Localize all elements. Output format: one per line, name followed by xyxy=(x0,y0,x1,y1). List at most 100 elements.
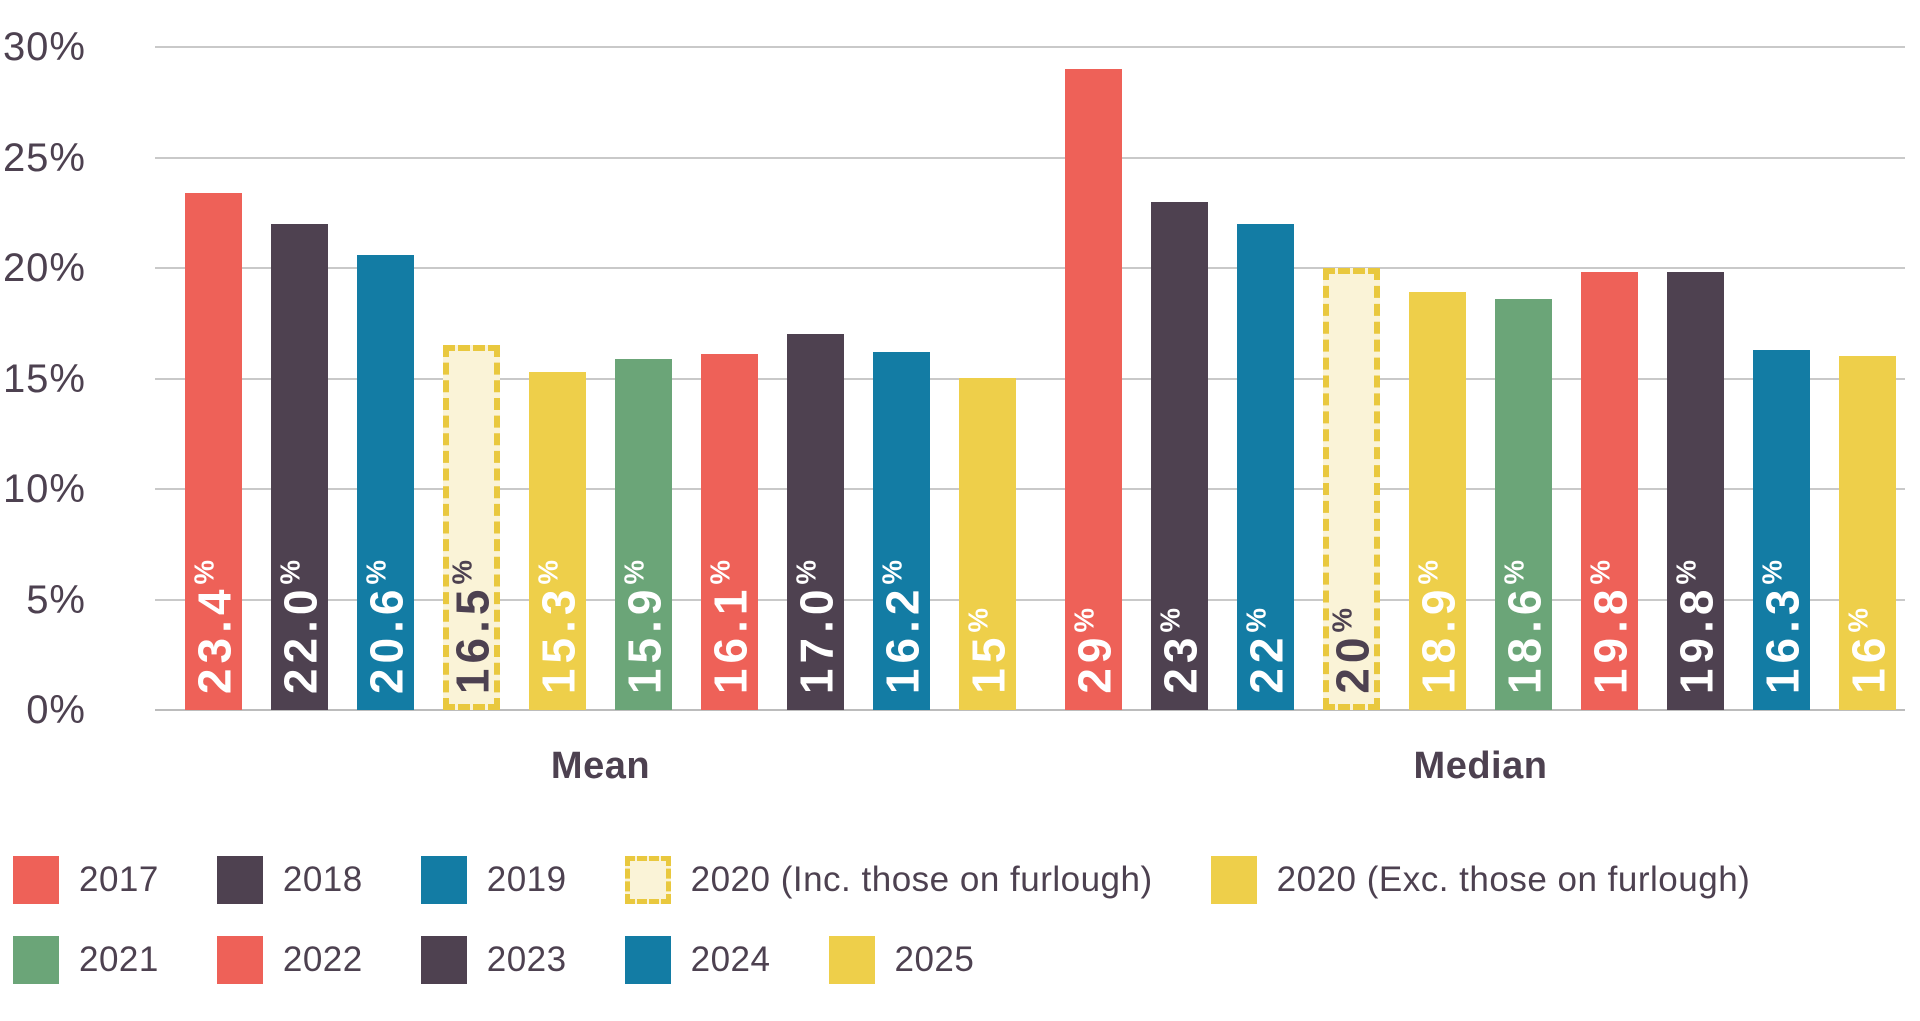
gridline-20 xyxy=(155,267,1905,269)
legend-item-2020-inc-those-on-furlough: 2020 (Inc. those on furlough) xyxy=(624,856,1153,904)
legend-item-2024: 2024 xyxy=(624,936,771,984)
legend-swatch-2025 xyxy=(828,936,875,984)
bar-2017-mean: 23.4% xyxy=(185,193,242,710)
legend-item-2022: 2022 xyxy=(216,936,363,984)
legend-swatch-2022 xyxy=(216,936,263,984)
bar-2019-mean: 20.6% xyxy=(357,255,414,710)
percent-sign: % xyxy=(1326,608,1358,633)
percent-sign: % xyxy=(360,559,392,585)
legend-item-2019: 2019 xyxy=(420,856,567,904)
bar-value-label: 16.3% xyxy=(1755,559,1808,694)
bar-value-label: 19.8% xyxy=(1669,559,1722,694)
percent-sign: % xyxy=(1068,608,1100,633)
y-axis-label-0: 0% xyxy=(26,688,86,732)
legend-swatch-2020-inc-those-on-furlough xyxy=(624,856,671,904)
gridline-25 xyxy=(155,157,1905,159)
bar-2021-mean: 15.9% xyxy=(615,359,672,710)
bar-2023-median: 19.8% xyxy=(1667,272,1724,710)
legend-label-2024: 2024 xyxy=(690,940,771,979)
bar-2024-mean: 16.2% xyxy=(873,352,930,710)
legend-row-2: 2021 2022 2023 2024 2025 xyxy=(13,936,1750,984)
percent-sign: % xyxy=(704,559,736,585)
bar-2025-median: 16% xyxy=(1839,356,1896,710)
bar-value-label: 29% xyxy=(1067,608,1120,694)
bar-2018-median: 23% xyxy=(1151,202,1208,710)
legend-item-2023: 2023 xyxy=(420,936,567,984)
bar-value-label: 16.2% xyxy=(875,559,928,694)
y-axis-label-25: 25% xyxy=(2,136,86,180)
legend-item-2018: 2018 xyxy=(216,856,363,904)
gridline-15 xyxy=(155,378,1905,380)
bar-value-label: 16.5% xyxy=(445,559,498,694)
percent-sign: % xyxy=(790,559,822,585)
bar-2021-median: 18.6% xyxy=(1495,299,1552,710)
percent-sign: % xyxy=(962,608,994,633)
bar-value-label: 20.6% xyxy=(359,559,412,694)
legend-swatch-2023 xyxy=(420,936,467,984)
percent-sign: % xyxy=(274,559,306,585)
percent-sign: % xyxy=(1756,559,1788,585)
percent-sign: % xyxy=(876,559,908,585)
group-label-mean: Mean xyxy=(550,745,651,787)
legend-item-2025: 2025 xyxy=(828,936,975,984)
legend-label-2025: 2025 xyxy=(894,940,975,979)
bar-value-label: 15.9% xyxy=(617,559,670,694)
gridline-0 xyxy=(155,709,1905,711)
bar-2022-median: 19.8% xyxy=(1581,272,1638,710)
bar-2024-median: 16.3% xyxy=(1753,350,1810,710)
percent-sign: % xyxy=(1412,559,1444,585)
bar-value-label: 22.0% xyxy=(273,559,326,694)
bar-value-label: 19.8% xyxy=(1583,559,1636,694)
legend-label-2020-inc-those-on-furlough: 2020 (Inc. those on furlough) xyxy=(690,860,1153,899)
percent-sign: % xyxy=(1498,559,1530,585)
bar-2018-mean: 22.0% xyxy=(271,224,328,710)
legend-item-2017: 2017 xyxy=(13,856,159,904)
gridline-10 xyxy=(155,488,1905,490)
bar-2017-median: 29% xyxy=(1065,69,1122,710)
percent-sign: % xyxy=(1584,559,1616,585)
bar-2022-mean: 16.1% xyxy=(701,354,758,710)
y-axis-label-5: 5% xyxy=(26,578,86,622)
bar-value-label: 18.6% xyxy=(1497,559,1550,694)
y-axis-label-20: 20% xyxy=(2,246,86,290)
percent-sign: % xyxy=(1842,608,1874,633)
bar-2023-mean: 17.0% xyxy=(787,334,844,710)
legend-swatch-2019 xyxy=(420,856,467,904)
legend-label-2020-exc-those-on-furlough: 2020 (Exc. those on furlough) xyxy=(1276,860,1751,899)
legend-label-2019: 2019 xyxy=(486,860,567,899)
legend-label-2021: 2021 xyxy=(79,940,159,979)
bar-2020-exc-those-on-furlough-mean: 15.3% xyxy=(529,372,586,710)
bar-value-label: 15% xyxy=(961,608,1014,694)
y-axis-label-15: 15% xyxy=(2,357,86,401)
legend-item-2020-exc-those-on-furlough: 2020 (Exc. those on furlough) xyxy=(1210,856,1751,904)
gridline-30 xyxy=(155,46,1905,48)
legend-swatch-2024 xyxy=(624,936,671,984)
legend-swatch-2018 xyxy=(216,856,263,904)
bar-group-mean: 23.4% 22.0% 20.6% 16.5% 15.3% 15.9% 16.1% 17.0%… xyxy=(185,193,1016,710)
percent-sign: % xyxy=(618,559,650,585)
bar-value-label: 22% xyxy=(1239,608,1292,694)
bar-value-label: 18.9% xyxy=(1411,559,1464,694)
bar-2025-mean: 15% xyxy=(959,378,1016,710)
bar-value-label: 20% xyxy=(1325,608,1378,694)
bar-value-label: 16.1% xyxy=(703,559,756,694)
bar-2020-inc-those-on-furlough-mean: 16.5% xyxy=(443,345,500,710)
legend-label-2018: 2018 xyxy=(282,860,363,899)
bar-2020-inc-those-on-furlough-median: 20% xyxy=(1323,268,1380,710)
legend-label-2022: 2022 xyxy=(282,940,363,979)
bar-value-label: 23% xyxy=(1153,608,1206,694)
legend-swatch-2021 xyxy=(13,936,59,984)
legend-swatch-2017 xyxy=(13,856,59,904)
percent-sign: % xyxy=(188,559,220,585)
group-label-median: Median xyxy=(1413,745,1548,787)
bar-value-label: 16% xyxy=(1841,608,1894,694)
legend-label-2023: 2023 xyxy=(486,940,567,979)
percent-sign: % xyxy=(446,559,478,585)
percent-sign: % xyxy=(1670,559,1702,585)
bar-2019-median: 22% xyxy=(1237,224,1294,710)
legend-label-2017: 2017 xyxy=(79,860,159,899)
y-axis-label-30: 30% xyxy=(2,25,86,69)
bar-value-label: 15.3% xyxy=(531,559,584,694)
bar-value-label: 23.4% xyxy=(187,559,240,694)
